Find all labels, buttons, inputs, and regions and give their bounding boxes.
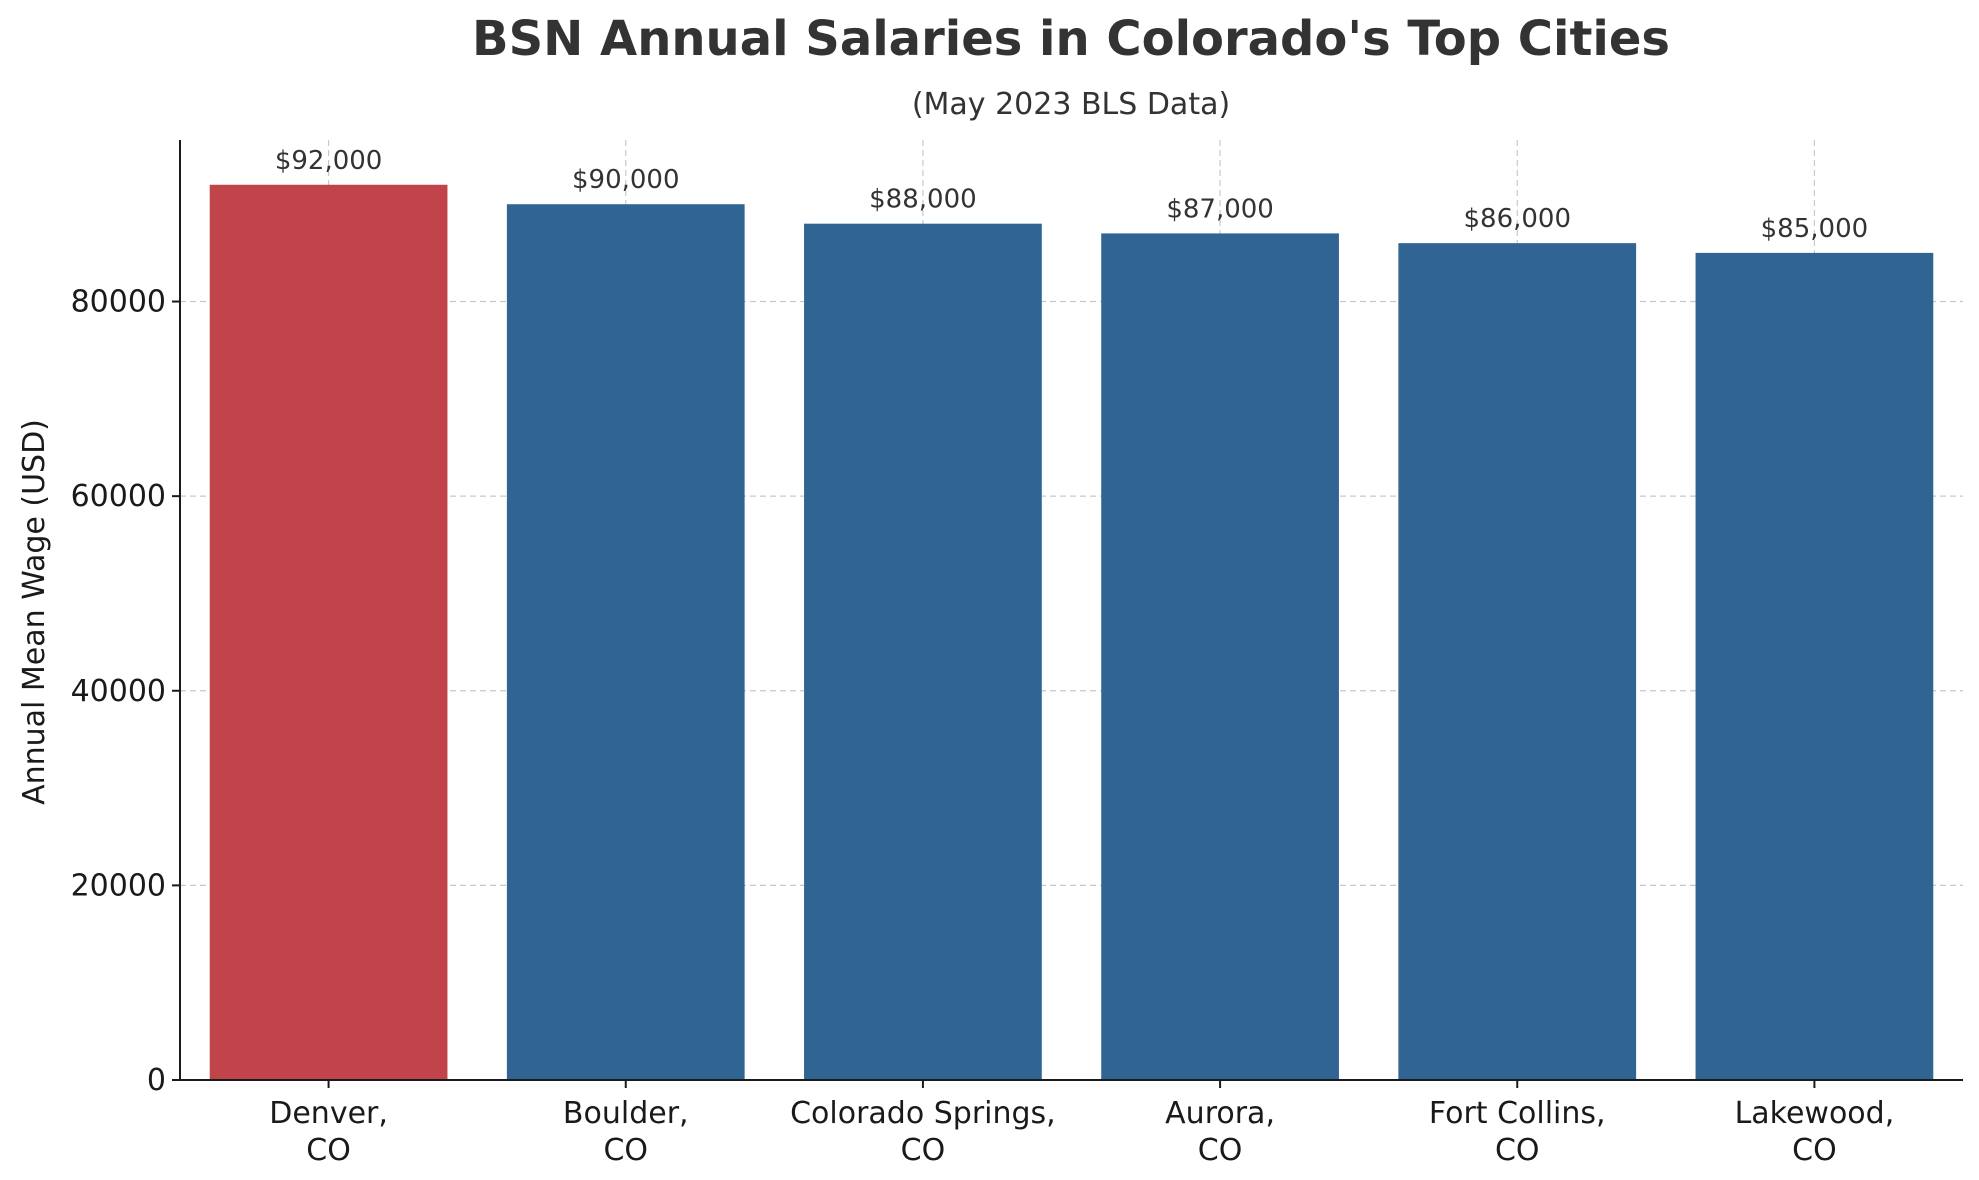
data-label-3: $87,000 [1166,194,1274,224]
x-tick-label-line: Fort Collins, [1429,1096,1606,1131]
bar-2 [804,223,1042,1080]
data-label-2: $88,000 [869,185,977,215]
bar-5 [1695,252,1934,1080]
bar-3 [1101,233,1339,1081]
x-tick-label-1: Boulder, CO [563,1096,689,1168]
x-tick-label-line: CO [1495,1133,1540,1168]
bar-0 [209,184,448,1080]
x-tick-label-4: Fort Collins, CO [1429,1096,1606,1168]
x-tick-label-line: CO [1198,1133,1243,1168]
x-tick-label-2: Colorado Springs, CO [790,1096,1056,1168]
x-tick-label-0: Denver, CO [269,1096,388,1168]
y-axis-label: Annual Mean Wage (USD) [17,419,52,805]
y-tick-label-4: 80000 [71,285,166,320]
bars-layer [209,184,1934,1081]
x-tick-label-line: CO [603,1133,648,1168]
chart-title: BSN Annual Salaries in Colorado's Top Ci… [472,11,1670,67]
x-tick-label-line: Lakewood, [1735,1096,1895,1131]
x-tick-label-line: CO [1792,1133,1837,1168]
bar-1 [506,204,745,1080]
chart-subtitle: (May 2023 BLS Data) [912,87,1230,122]
data-label-1: $90,000 [572,165,680,195]
bar-4 [1398,243,1637,1081]
y-tick-label-1: 20000 [71,868,166,903]
x-tick-label-5: Lakewood, CO [1735,1096,1895,1168]
labels-layer: $92,000 $90,000 $88,000 $87,000 $86,000 $85,0… [71,146,1895,1168]
x-tick-label-line: CO [306,1133,351,1168]
x-tick-label-line: Colorado Springs, [790,1096,1056,1131]
y-tick-label-2: 40000 [71,674,166,709]
x-tick-label-line: Aurora, [1165,1096,1275,1131]
x-tick-label-line: CO [901,1133,946,1168]
x-tick-label-line: Denver, [269,1096,388,1131]
data-label-5: $85,000 [1761,214,1869,244]
data-label-4: $86,000 [1463,204,1571,234]
axes-layer [172,140,1963,1088]
data-label-0: $92,000 [275,146,383,176]
x-tick-label-3: Aurora, CO [1165,1096,1275,1168]
y-tick-label-0: 0 [147,1063,166,1098]
x-tick-label-line: Boulder, [563,1096,689,1131]
y-tick-label-3: 60000 [71,479,166,514]
